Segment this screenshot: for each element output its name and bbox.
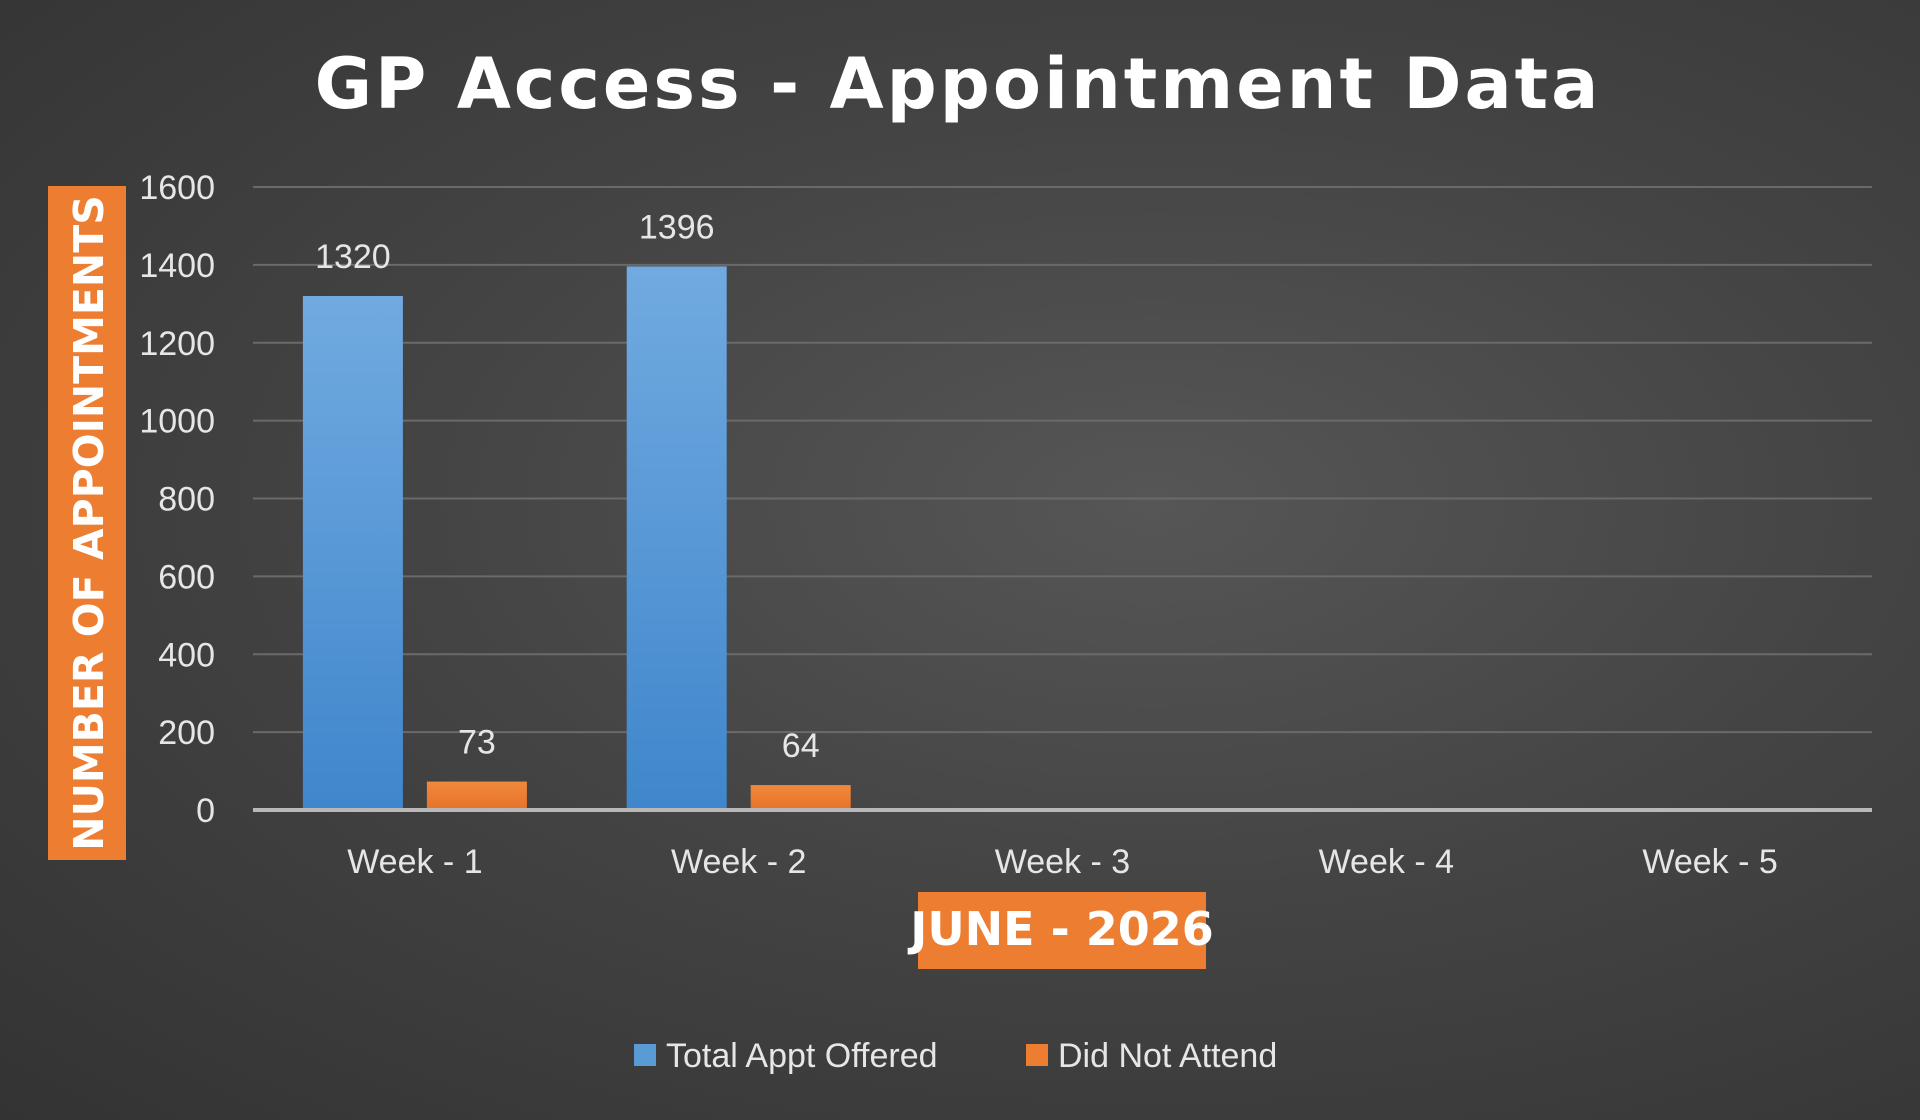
chart-title: GP Access - Appointment Data (315, 43, 1602, 125)
data-label: 1320 (315, 238, 391, 276)
bar-total-appt-offered (627, 266, 727, 810)
x-axis-ticks: Week - 1 Week - 2 Week - 3 Week - 4 Week - 5 (347, 843, 1778, 881)
data-label: 73 (458, 724, 496, 762)
y-tick-label: 200 (158, 714, 215, 752)
y-axis-ticks: 0 200 400 600 800 1000 1200 1400 1600 (139, 169, 215, 830)
y-tick-label: 400 (158, 636, 215, 674)
y-tick-label: 1000 (139, 403, 215, 441)
y-axis-title: NUMBER OF APPOINTMENTS (65, 195, 113, 850)
y-tick-label: 600 (158, 558, 215, 596)
legend-swatch (1026, 1044, 1048, 1066)
bar-total-appt-offered (303, 296, 403, 810)
y-tick-label: 0 (196, 792, 215, 830)
gridlines (253, 187, 1872, 732)
x-tick-label: Week - 4 (1319, 843, 1454, 881)
x-tick-label: Week - 3 (995, 843, 1130, 881)
legend: Total Appt Offered Did Not Attend (634, 1037, 1277, 1075)
x-tick-label: Week - 2 (671, 843, 806, 881)
y-tick-label: 1400 (139, 247, 215, 285)
bar-did-not-attend (427, 782, 527, 810)
data-label: 64 (782, 727, 820, 765)
data-label: 1396 (639, 208, 715, 246)
y-tick-label: 1600 (139, 169, 215, 207)
legend-label: Total Appt Offered (666, 1037, 938, 1075)
bars (303, 266, 851, 810)
legend-swatch (634, 1044, 656, 1066)
y-tick-label: 800 (158, 481, 215, 519)
y-tick-label: 1200 (139, 325, 215, 363)
x-tick-label: Week - 1 (347, 843, 482, 881)
legend-label: Did Not Attend (1058, 1037, 1277, 1075)
x-tick-label: Week - 5 (1642, 843, 1777, 881)
x-axis-title: JUNE - 2026 (907, 902, 1214, 956)
bar-did-not-attend (751, 785, 851, 810)
